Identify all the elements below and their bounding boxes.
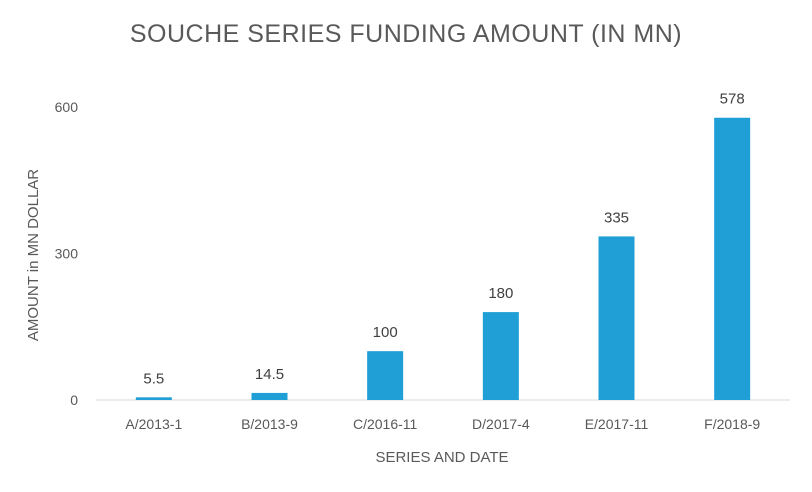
bar [482, 312, 519, 400]
x-tick-label: D/2017-4 [472, 416, 530, 432]
x-tick-label: C/2016-11 [353, 416, 418, 432]
x-tick-label: F/2018-9 [704, 416, 760, 432]
bar-value-label: 180 [488, 285, 513, 302]
bar [598, 236, 635, 400]
bar-value-label: 100 [373, 324, 398, 341]
bar [135, 397, 172, 400]
y-tick-label: 300 [55, 246, 79, 262]
x-tick-label: E/2017-11 [585, 416, 649, 432]
bar-value-label: 5.5 [143, 370, 164, 387]
y-axis-ticks: 0 300 600 [55, 99, 79, 408]
bar-value-label: 14.5 [255, 366, 284, 383]
chart-title: SOUCHE SERIES FUNDING AMOUNT (IN MN) [130, 20, 682, 48]
y-tick-label: 0 [70, 392, 78, 408]
data-labels: 5.5 14.5 100 180 335 578 [143, 91, 744, 388]
x-tick-label: B/2013-9 [241, 416, 298, 432]
y-tick-label: 600 [55, 99, 79, 115]
x-axis-ticks: A/2013-1 B/2013-9 C/2016-11 D/2017-4 E/2017-… [125, 416, 760, 432]
bar-value-label: 578 [720, 91, 745, 108]
bar [714, 117, 751, 400]
bar [367, 351, 404, 400]
bar-series [135, 117, 751, 400]
y-axis-title: AMOUNT in MN DOLLAR [25, 169, 42, 341]
bar-value-label: 335 [604, 209, 629, 226]
x-axis-title: SERIES AND DATE [375, 449, 508, 466]
bar [251, 392, 288, 400]
x-tick-label: A/2013-1 [125, 416, 182, 432]
